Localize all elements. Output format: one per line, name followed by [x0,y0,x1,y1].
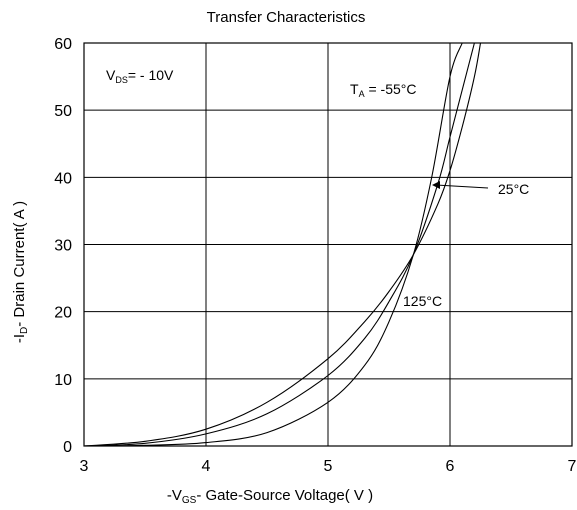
y-axis-label: -ID- Drain Current( A ) [11,201,30,343]
series-line-125c [83,42,482,447]
y-tick-label: 0 [63,439,72,456]
y-tick-label: 60 [54,36,72,53]
condition-label: VDS= - 10V [106,67,174,85]
y-tick-label: 10 [54,372,72,389]
x-tick-label: 5 [324,458,333,475]
x-tick-label: 6 [446,458,455,475]
x-axis-label: -VGS- Gate-Source Voltage( V ) [167,487,373,506]
series-line-55c [83,42,463,447]
annotation-25c-arrowhead [432,181,440,189]
x-tick-label: 3 [80,458,89,475]
annotation-25c: 25°C [498,181,529,197]
x-tick-label: 7 [568,458,577,475]
y-tick-label: 20 [54,305,72,322]
y-tick-label: 50 [54,103,72,120]
x-tick-label: 4 [202,458,211,475]
series-layer [83,42,482,447]
tick-labels: 3 4 5 6 7 0 10 20 30 40 50 60 [54,36,576,475]
annotation-25c-leader [435,184,489,189]
annotation-125c: 125°C [403,293,442,309]
y-tick-label: 30 [54,238,72,255]
chart-title: Transfer Characteristics [207,9,366,26]
grid-lines [84,43,572,446]
series-line-25c [83,42,475,447]
ta-minus55-annotation: TA = -55°C [350,81,416,99]
y-tick-label: 40 [54,170,72,187]
plot-frame [83,42,573,447]
